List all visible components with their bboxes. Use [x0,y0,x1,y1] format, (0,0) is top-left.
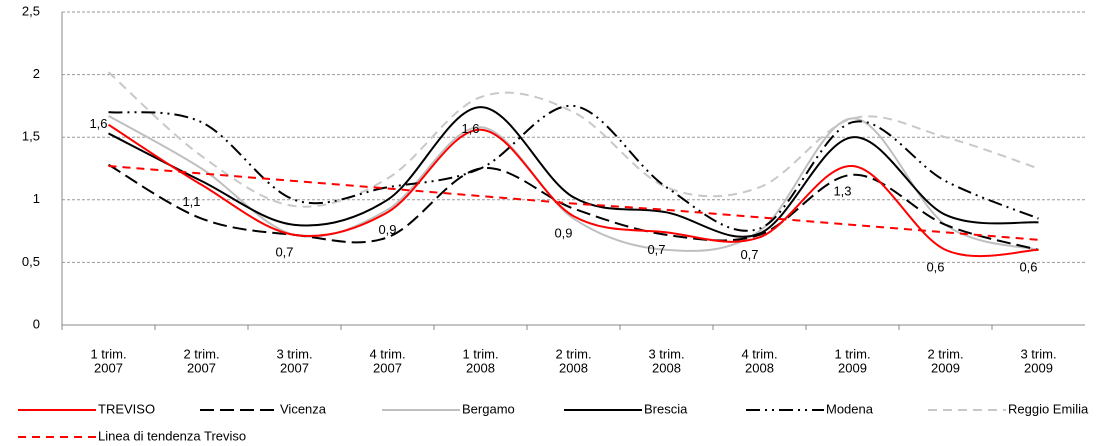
x-tick-label: 1 trim. [462,346,498,361]
series-line [108,164,1039,241]
x-tick-label: 3 trim. [648,346,684,361]
series-line [107,123,1039,258]
data-label: 1,6 [89,116,107,131]
x-tick-label: 2007 [280,360,309,375]
x-tick-label: 2 trim. [555,346,591,361]
data-label: 0,9 [378,222,396,237]
x-tick-label: 2008 [559,360,588,375]
y-tick-label: 1,5 [22,129,40,144]
x-tick-label: 2 trim. [927,346,963,361]
x-tick-label: 2007 [187,360,216,375]
x-tick-label: 2009 [1024,360,1053,375]
x-tick-label: 1 trim. [834,346,870,361]
x-tick-label: 1 trim. [90,346,126,361]
series-line [108,115,1039,252]
x-tick-label: 2007 [94,360,123,375]
series-line [107,163,1039,251]
x-tick-label: 4 trim. [741,346,777,361]
x-tick-label: 3 trim. [276,346,312,361]
data-label: 0,7 [647,242,665,257]
legend-label: Reggio Emilia [1008,401,1089,416]
series-line [108,104,1039,232]
legend-label: Vicenza [280,401,327,416]
x-tick-label: 2008 [745,360,774,375]
x-tick-label: 2009 [838,360,867,375]
data-label: 0,6 [926,259,944,274]
data-label: 1,6 [461,121,479,136]
legend-label: TREVISO [98,401,155,416]
data-label: 0,7 [275,244,293,259]
data-label: 1,3 [833,183,851,198]
x-tick-label: 4 trim. [369,346,405,361]
legend-label: Brescia [644,401,688,416]
y-tick-label: 1 [33,191,40,206]
data-label: 0,6 [1019,259,1037,274]
series-line [108,106,1039,238]
data-label: 0,9 [554,226,572,241]
legend-label: Bergamo [462,401,515,416]
series-line [107,71,1039,208]
y-tick-label: 2 [33,66,40,81]
y-tick-label: 0 [33,316,40,331]
x-tick-label: 2007 [373,360,402,375]
y-tick-label: 2,5 [22,3,40,18]
x-tick-label: 2008 [466,360,495,375]
legend-label: Linea di tendenza Treviso [98,428,246,443]
y-tick-label: 0,5 [22,254,40,269]
x-tick-label: 3 trim. [1020,346,1056,361]
x-tick-label: 2008 [652,360,681,375]
x-tick-label: 2 trim. [183,346,219,361]
data-label: 1,1 [182,194,200,209]
data-label: 0,7 [740,247,758,262]
legend-label: Modena [826,401,874,416]
x-tick-label: 2009 [931,360,960,375]
